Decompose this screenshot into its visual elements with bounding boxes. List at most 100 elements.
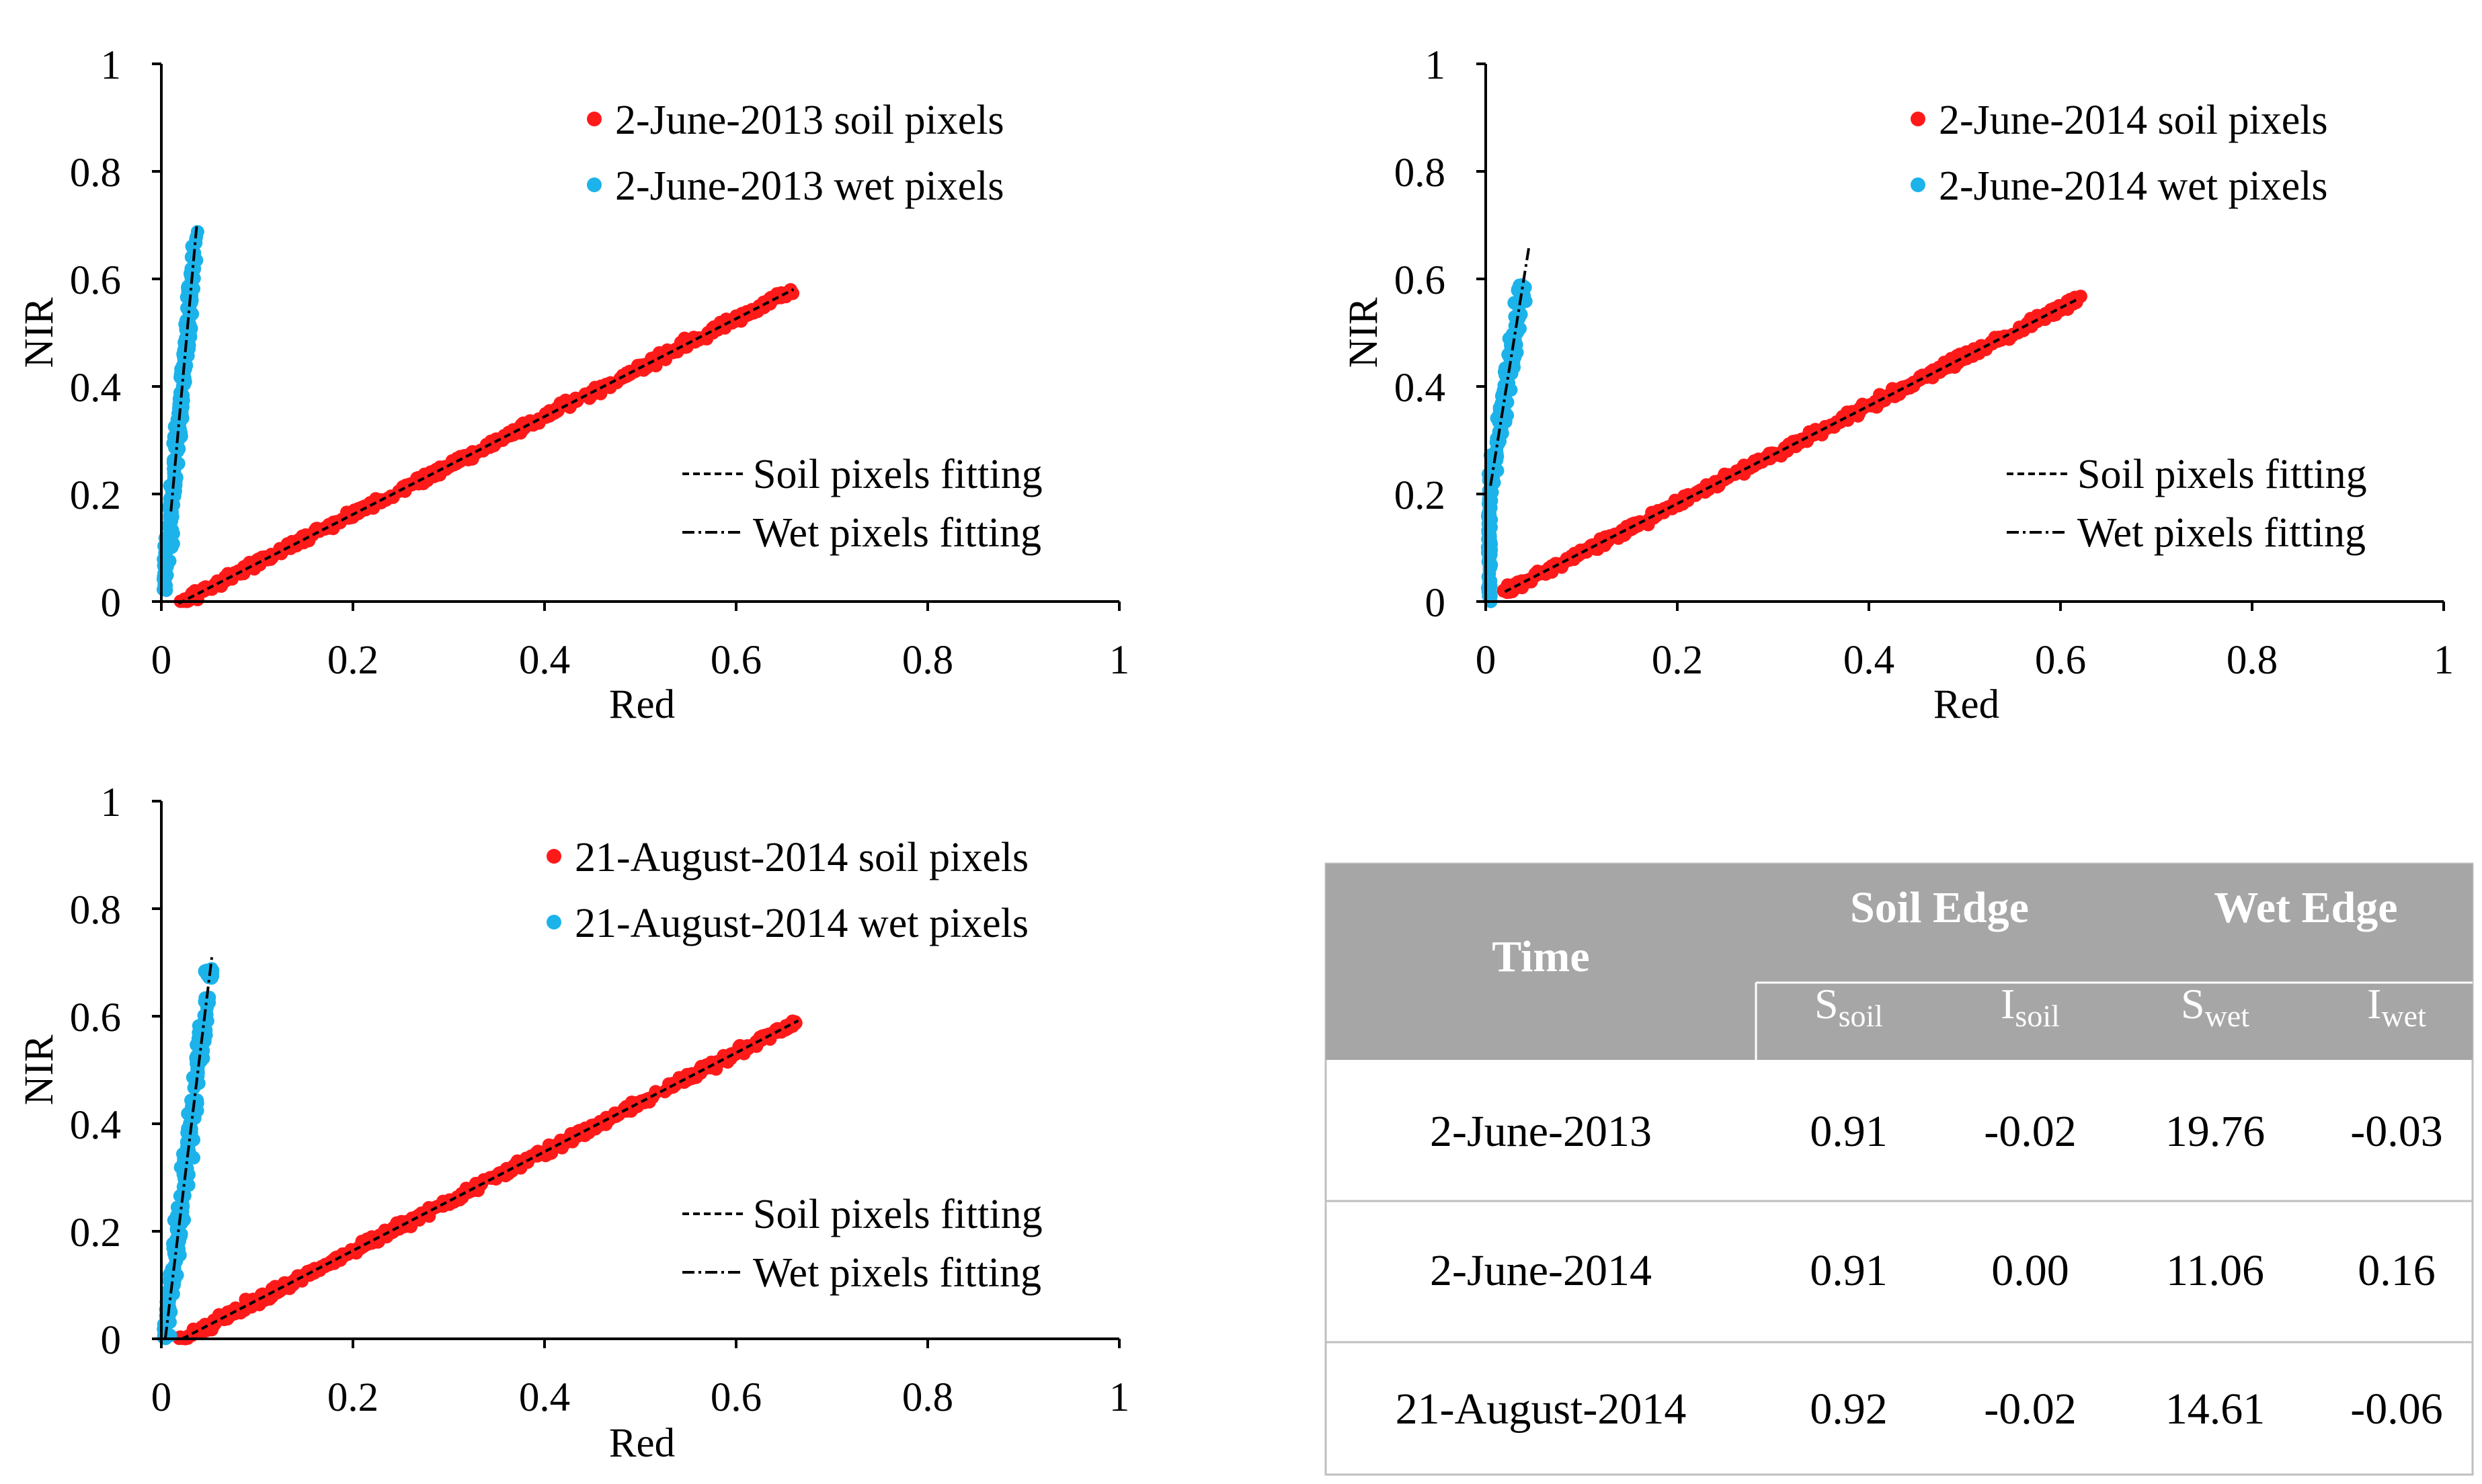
x-axis-title: Red [1933,682,1999,727]
s-soil-cell: 0.92 [1810,1385,1888,1434]
wet-point [1481,570,1495,584]
x-axis-title: Red [609,1421,675,1466]
soil-edge-header: Soil Edge [1850,883,2029,932]
parameters-table: Time Soil Edge Wet Edge Ssoil Isoil Swet… [1324,862,2474,1476]
y-tick-label: 0.8 [70,888,121,933]
wet-point [160,559,174,573]
soil-point [355,1235,369,1249]
y-ticks-1 [152,63,161,603]
x-tick-label: 0.4 [519,638,570,683]
soil-point [299,1268,313,1282]
wet-point [1513,283,1527,297]
soil-point [700,329,715,343]
soil-points-3 [172,1014,803,1346]
s-soil-cell: 0.91 [1810,1246,1888,1295]
soil-point [1893,386,1907,401]
soil-point [563,1133,577,1147]
wet-point [161,1285,175,1299]
soil-point [462,451,476,465]
soil-point [529,1146,543,1160]
soil-point [386,490,400,504]
soil-point [210,574,225,588]
s-wet-subheader: Swet [2181,980,2249,1033]
s-soil-subheader: Ssoil [1814,980,1883,1033]
time-cell: 21-August-2014 [1396,1385,1687,1434]
s-wet-cell: 11.06 [2166,1246,2264,1295]
x-ticks-3 [160,1339,1121,1348]
table-header-bg [1326,864,2473,1060]
y-tick-label: 0 [101,1318,122,1363]
wet-point [178,362,192,376]
x-tick-label: 0.8 [902,638,953,683]
soil-point [349,1246,363,1260]
legend-wet-fit-label: Wet pixels fitting [753,1250,1041,1296]
soil-point [2060,300,2074,315]
y-tick-label: 0.2 [70,473,121,518]
wet-point [172,399,186,413]
legend-soil-fit-label: Soil pixels fitting [2077,452,2367,497]
wet-point [165,1262,179,1276]
i-wet-cell: -0.06 [2350,1385,2442,1434]
wet-point [1489,444,1503,458]
y-tick-label: 0.8 [70,151,121,196]
soil-point [1702,483,1716,497]
wet-point [180,341,194,355]
legend-soil-fit-label: Soil pixels fitting [753,1192,1043,1237]
x-tick-label: 0.4 [1843,638,1894,683]
y-tick-label: 0 [101,581,122,626]
legend-wet-label: 21-August-2014 wet pixels [575,901,1029,946]
i-wet-cell: -0.03 [2350,1107,2442,1156]
legend-soil-label: 21-August-2014 soil pixels [575,835,1029,880]
wet-point [171,1240,186,1254]
x-tick-label: 0.2 [327,638,378,683]
x-tick-label: 0.6 [2035,638,2086,683]
wet-point [171,424,186,438]
table-row: 2-June-2013 0.91 -0.02 19.76 -0.03 [1430,1107,2443,1156]
y-tick-label: 1 [101,43,122,88]
x-tick-label: 0.6 [711,638,762,683]
y-tick-label: 0.6 [70,258,121,303]
soil-point [251,554,266,568]
legend-soil-marker [587,112,602,126]
x-tick-label: 1 [1109,638,1130,683]
x-tick-label: 0.2 [327,1375,378,1420]
soil-fit-line-3 [182,1019,799,1340]
soil-point [263,1292,277,1306]
wet-point [1501,347,1515,362]
x-ticks-2 [1484,602,2445,611]
soil-point [705,1055,719,1069]
y-tick-label: 1 [101,780,122,825]
wet-point [169,479,183,493]
legend-wet-fit-label: Wet pixels fitting [753,510,1041,556]
y-ticks-2 [1476,63,1486,603]
wet-point [1484,586,1498,600]
y-tick-label: 0 [1425,581,1446,626]
i-wet-subheader: Iwet [2367,980,2426,1033]
y-axis-title: NIR [17,297,62,368]
x-axis-title: Red [609,682,675,727]
soil-point [617,1102,631,1116]
wet-point [194,1050,208,1065]
x-tick-label: 0 [151,1375,172,1420]
x-tick-label: 1 [1109,1375,1130,1420]
x-tick-label: 0.4 [519,1375,570,1420]
time-header: Time [1492,932,1589,981]
soil-point [750,1039,764,1053]
wet-point [1490,411,1504,425]
legend-soil-fit-label: Soil pixels fitting [753,452,1043,497]
soil-fit-line-2 [1504,296,2081,593]
legend-wet-label: 2-June-2014 wet pixels [1939,163,2328,209]
soil-point [666,1077,680,1091]
legend-soil-marker [1911,112,1925,126]
wet-point [202,995,216,1009]
soil-point [544,1143,558,1157]
y-tick-label: 0.6 [1394,258,1445,303]
soil-point [455,1190,469,1204]
y-tick-label: 0.8 [1394,151,1445,196]
table-row: 2-June-2014 0.91 0.00 11.06 0.16 [1430,1246,2436,1295]
s-wet-cell: 14.61 [2165,1385,2266,1434]
soil-point [1615,523,1629,537]
wet-point [1512,300,1526,314]
soil-point [436,1199,450,1213]
i-soil-subheader: Isoil [2001,980,2060,1033]
